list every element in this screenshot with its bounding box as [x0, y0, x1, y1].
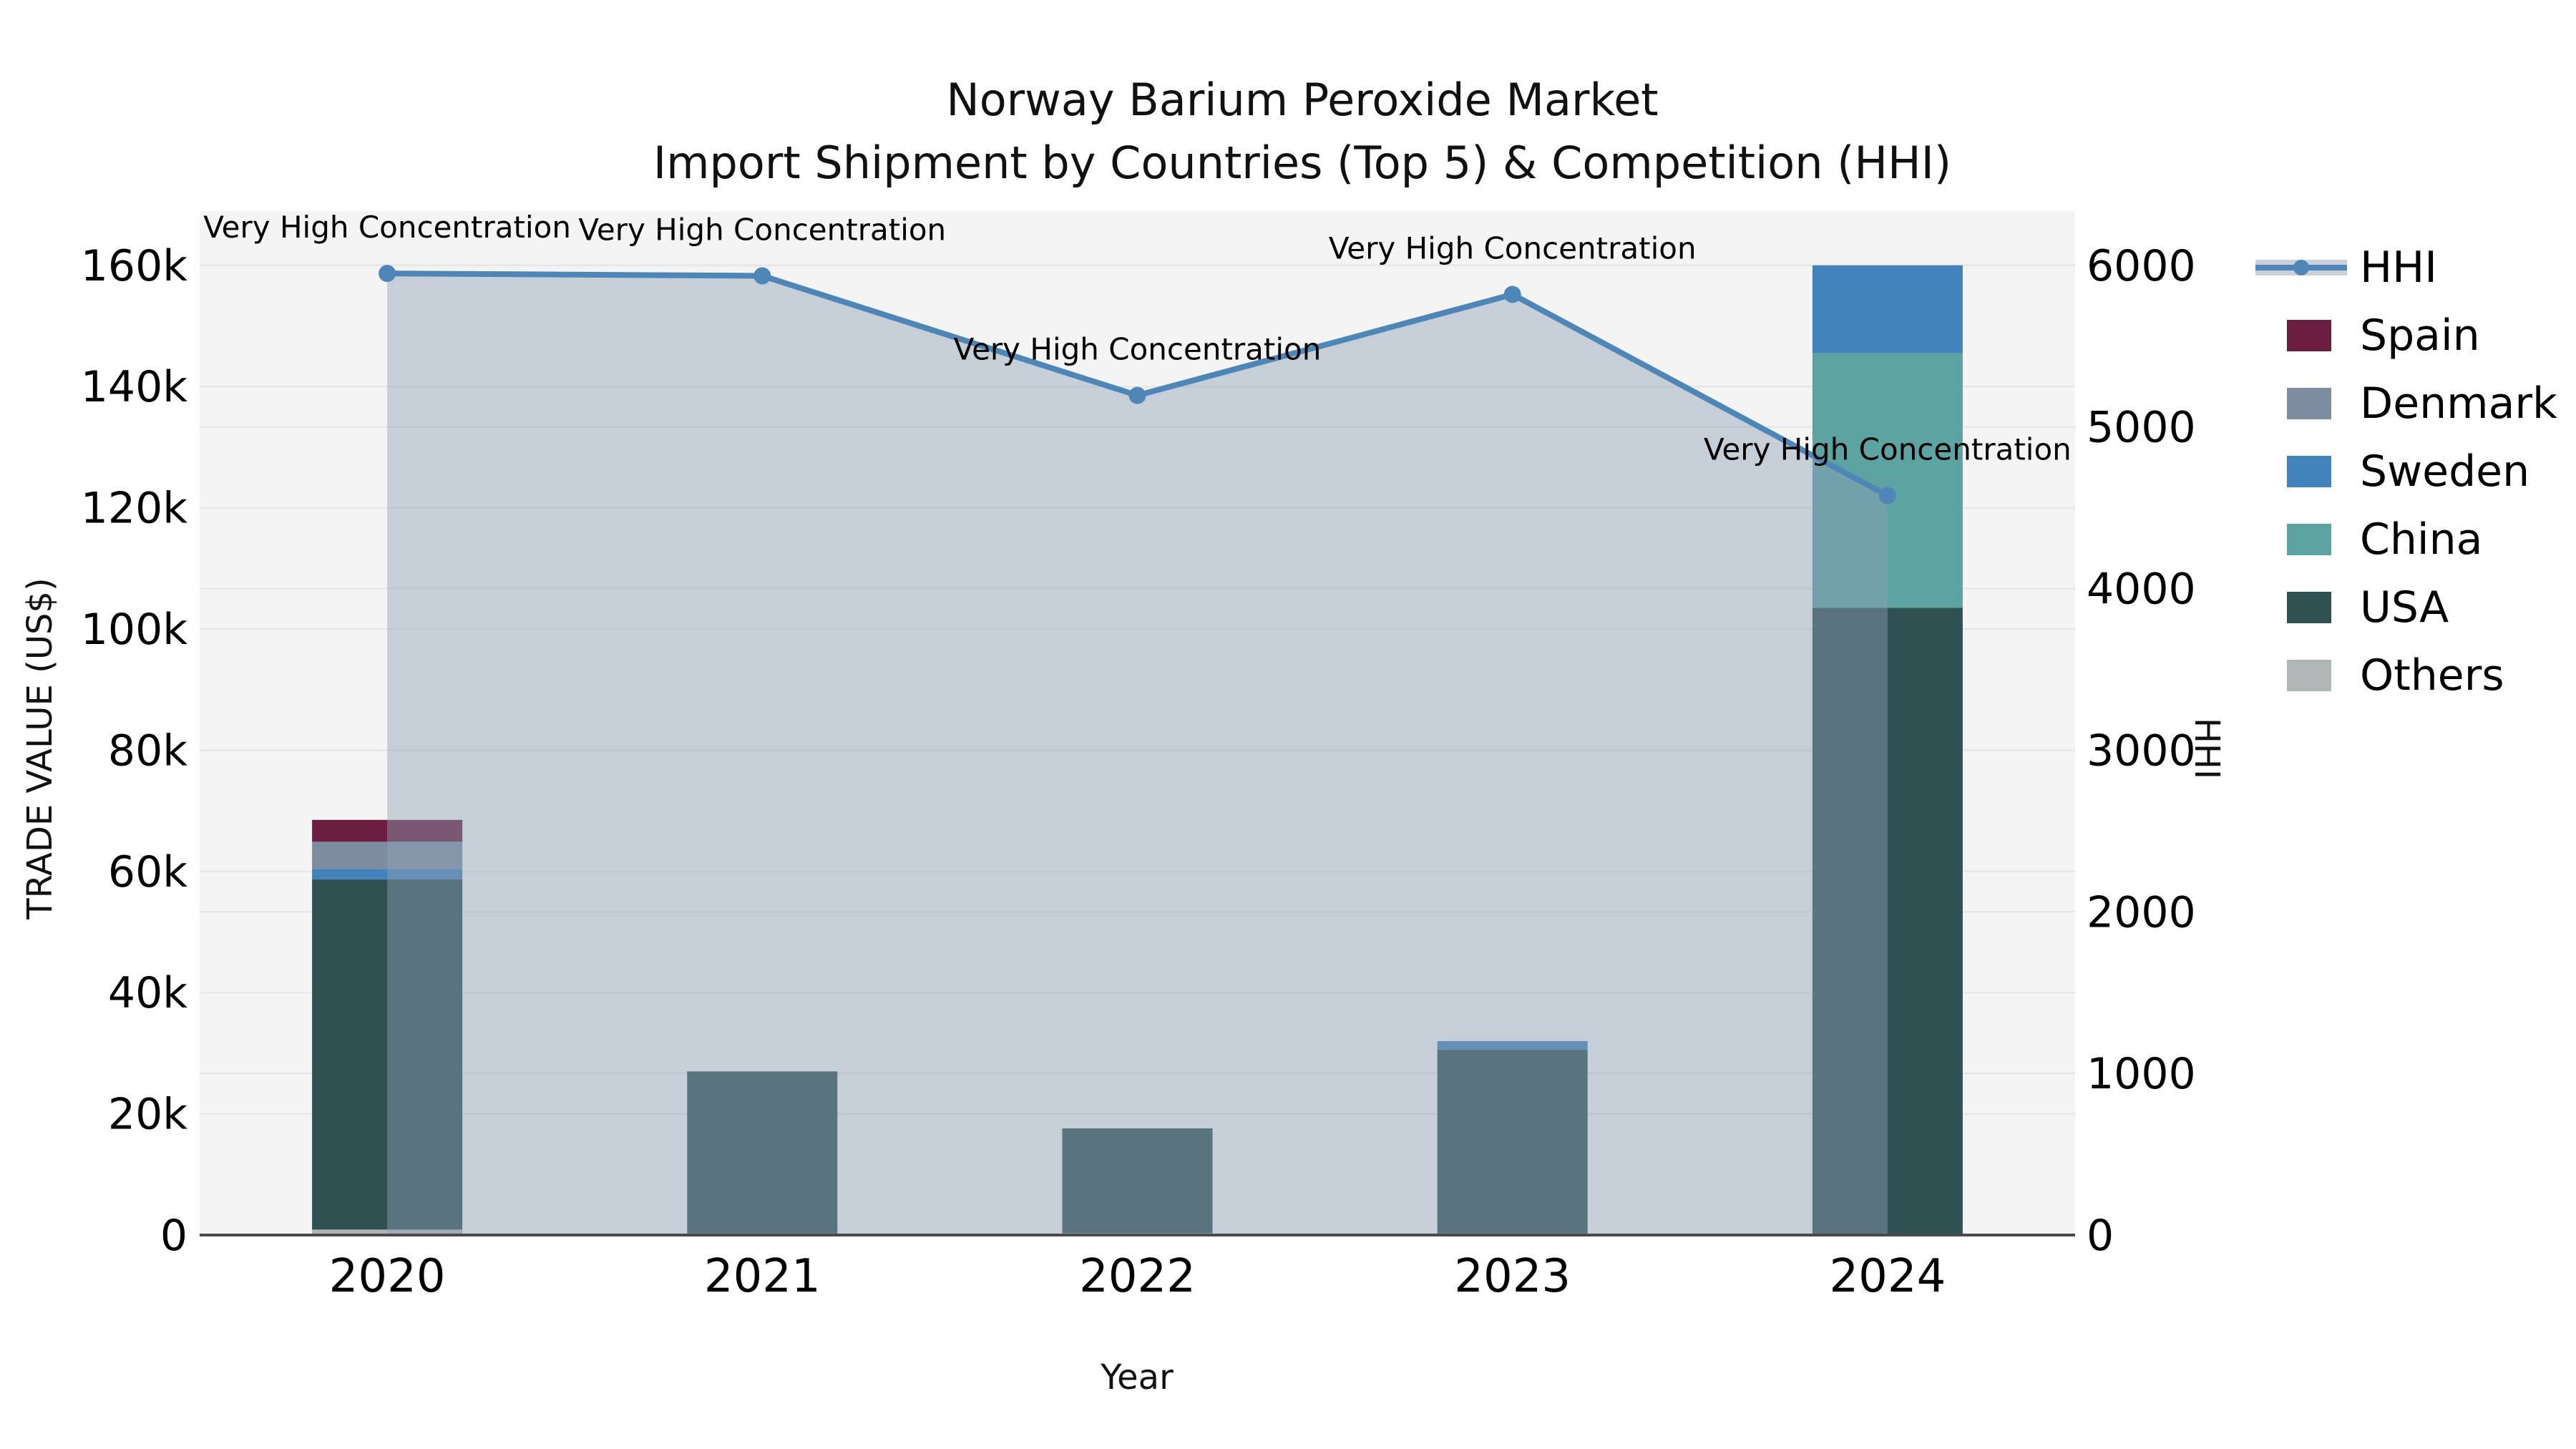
x-tick-2021: 2021	[704, 1250, 821, 1303]
left-tick-80k: 80k	[108, 726, 187, 776]
left-tick-160k: 160k	[81, 241, 188, 291]
x-tick-2024: 2024	[1829, 1250, 1946, 1303]
bar-segment-usa-2020	[312, 879, 463, 1230]
right-tick-1000: 1000	[2087, 1049, 2196, 1099]
legend: HHI Spain Denmark Sweden China USA Others	[2255, 233, 2557, 709]
legend-label: Denmark	[2360, 378, 2557, 429]
bar-segment-denmark-2020	[312, 841, 463, 869]
x-tick-2023: 2023	[1454, 1250, 1571, 1303]
hhi-marker-2022	[1128, 386, 1146, 404]
left-tick-100k: 100k	[81, 605, 188, 655]
hhi-line-sample-icon	[2255, 250, 2347, 286]
chart-title-line1: Norway Barium Peroxide Market	[946, 74, 1659, 126]
chart-title-line2: Import Shipment by Countries (Top 5) & C…	[653, 137, 1952, 189]
plot-area	[200, 211, 2075, 1235]
legend-label: Others	[2360, 650, 2504, 701]
legend-item-sweden: Sweden	[2255, 437, 2557, 505]
legend-item-denmark: Denmark	[2255, 369, 2557, 437]
hhi-annotation-2022: Very High Concentration	[954, 332, 1322, 367]
legend-label: Spain	[2360, 310, 2480, 361]
right-tick-2000: 2000	[2087, 887, 2196, 937]
left-tick-60k: 60k	[108, 847, 187, 897]
legend-item-hhi: HHI	[2255, 233, 2557, 301]
bar-segment-sweden-2024	[1812, 265, 1963, 353]
legend-item-others: Others	[2255, 641, 2557, 709]
left-tick-140k: 140k	[81, 362, 188, 412]
legend-label: Sweden	[2360, 446, 2530, 497]
legend-swatch-icon	[2255, 454, 2347, 489]
legend-swatch-icon	[2255, 318, 2347, 353]
x-axis-label: Year	[1101, 1357, 1174, 1397]
legend-label: China	[2360, 514, 2483, 565]
hhi-marker-2020	[379, 265, 396, 283]
right-tick-0: 0	[2087, 1211, 2114, 1261]
hhi-area-fill	[387, 273, 1888, 1236]
legend-swatch-icon	[2255, 658, 2347, 693]
bar-segment-china-2024	[1812, 353, 1963, 608]
left-tick-0: 0	[160, 1211, 187, 1261]
right-tick-4000: 4000	[2087, 565, 2196, 615]
y-axis-label-left: TRADE VALUE (US$)	[20, 577, 60, 919]
bar-segment-sweden-2023	[1437, 1040, 1588, 1050]
legend-item-spain: Spain	[2255, 301, 2557, 369]
x-tick-2022: 2022	[1079, 1250, 1196, 1303]
hhi-marker-2024	[1878, 487, 1896, 504]
left-tick-40k: 40k	[108, 968, 187, 1018]
chart-title: Norway Barium Peroxide Market Import Shi…	[653, 69, 1951, 195]
legend-swatch-icon	[2255, 590, 2347, 625]
legend-label: USA	[2360, 582, 2449, 633]
x-tick-2020: 2020	[329, 1250, 446, 1303]
bar-segment-usa-2024	[1812, 608, 1963, 1235]
bar-segment-sweden-2020	[312, 869, 463, 879]
legend-swatch-icon	[2255, 386, 2347, 421]
bar-segment-usa-2021	[687, 1071, 838, 1234]
legend-item-usa: USA	[2255, 573, 2557, 641]
hhi-marker-2023	[1503, 286, 1521, 303]
hhi-annotation-2021: Very High Concentration	[578, 212, 946, 247]
hhi-annotation-2023: Very High Concentration	[1329, 230, 1697, 265]
legend-label: HHI	[2360, 242, 2437, 293]
right-tick-3000: 3000	[2087, 726, 2196, 776]
hhi-marker-2021	[753, 267, 771, 285]
hhi-annotation-2024: Very High Concentration	[1704, 432, 2072, 467]
left-tick-120k: 120k	[81, 484, 188, 534]
legend-item-china: China	[2255, 505, 2557, 573]
legend-swatch-icon	[2255, 522, 2347, 557]
y-axis-label-right: HHI	[2187, 717, 2227, 780]
left-tick-20k: 20k	[108, 1090, 187, 1140]
bar-segment-usa-2022	[1062, 1128, 1213, 1234]
bar-segment-others-2020	[312, 1229, 463, 1235]
right-tick-6000: 6000	[2087, 241, 2196, 291]
hhi-annotation-2020: Very High Concentration	[203, 210, 571, 245]
bar-segment-usa-2023	[1437, 1049, 1588, 1234]
bar-segment-spain-2020	[312, 819, 463, 842]
right-tick-5000: 5000	[2087, 403, 2196, 453]
